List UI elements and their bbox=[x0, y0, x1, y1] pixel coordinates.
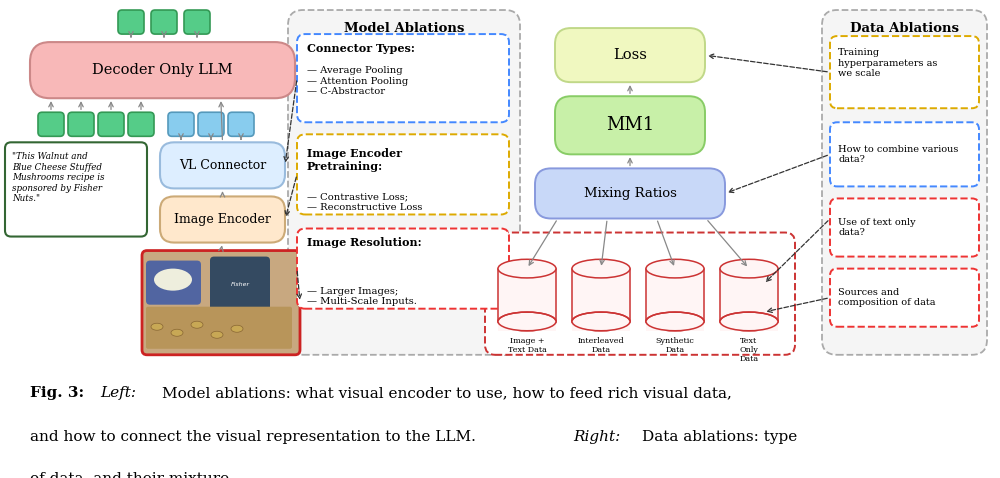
Ellipse shape bbox=[572, 312, 630, 331]
FancyBboxPatch shape bbox=[30, 42, 295, 98]
Ellipse shape bbox=[154, 269, 192, 291]
FancyBboxPatch shape bbox=[38, 112, 64, 136]
Text: Right:: Right: bbox=[574, 430, 621, 444]
Text: Mixing Ratios: Mixing Ratios bbox=[584, 187, 676, 200]
Ellipse shape bbox=[646, 312, 704, 331]
FancyBboxPatch shape bbox=[555, 96, 705, 154]
FancyBboxPatch shape bbox=[151, 10, 177, 34]
Text: "This Walnut and
Blue Cheese Stuffed
Mushrooms recipe is
sponsored by Fisher
Nut: "This Walnut and Blue Cheese Stuffed Mus… bbox=[12, 152, 104, 203]
Text: Synthetic
Data: Synthetic Data bbox=[656, 337, 694, 354]
FancyBboxPatch shape bbox=[160, 142, 285, 188]
Text: — Larger Images;
— Multi-Scale Inputs.: — Larger Images; — Multi-Scale Inputs. bbox=[307, 287, 417, 306]
FancyBboxPatch shape bbox=[168, 112, 194, 136]
Ellipse shape bbox=[191, 321, 203, 328]
FancyBboxPatch shape bbox=[288, 10, 520, 355]
Ellipse shape bbox=[171, 329, 183, 336]
FancyBboxPatch shape bbox=[830, 122, 979, 186]
Ellipse shape bbox=[720, 312, 778, 331]
Text: — Contrastive Loss;
— Reconstructive Loss: — Contrastive Loss; — Reconstructive Los… bbox=[307, 193, 422, 212]
FancyBboxPatch shape bbox=[146, 307, 292, 349]
FancyBboxPatch shape bbox=[146, 261, 201, 304]
Text: Model ablations: what visual encoder to use, how to feed rich visual data,: Model ablations: what visual encoder to … bbox=[162, 386, 732, 400]
Polygon shape bbox=[572, 269, 630, 321]
Text: Sources and
composition of data: Sources and composition of data bbox=[838, 288, 936, 307]
FancyBboxPatch shape bbox=[297, 134, 509, 215]
FancyBboxPatch shape bbox=[128, 112, 154, 136]
FancyBboxPatch shape bbox=[198, 112, 224, 136]
Ellipse shape bbox=[720, 259, 778, 278]
Text: Image Encoder
Pretraining:: Image Encoder Pretraining: bbox=[307, 148, 402, 172]
FancyBboxPatch shape bbox=[98, 112, 124, 136]
Ellipse shape bbox=[498, 259, 556, 278]
Text: Fig. 3:: Fig. 3: bbox=[30, 386, 84, 400]
Polygon shape bbox=[646, 269, 704, 321]
Text: How to combine various
data?: How to combine various data? bbox=[838, 145, 958, 164]
FancyBboxPatch shape bbox=[535, 168, 725, 218]
FancyBboxPatch shape bbox=[5, 142, 147, 237]
Text: Interleaved
Data: Interleaved Data bbox=[578, 337, 624, 354]
Text: MM1: MM1 bbox=[606, 116, 654, 134]
Text: Image Resolution:: Image Resolution: bbox=[307, 237, 422, 248]
Polygon shape bbox=[498, 269, 556, 321]
FancyBboxPatch shape bbox=[822, 10, 987, 355]
FancyBboxPatch shape bbox=[68, 112, 94, 136]
Ellipse shape bbox=[211, 331, 223, 338]
Polygon shape bbox=[720, 321, 778, 331]
Text: Fisher: Fisher bbox=[230, 282, 250, 287]
Text: Model Ablations: Model Ablations bbox=[344, 22, 464, 34]
Ellipse shape bbox=[646, 259, 704, 278]
Polygon shape bbox=[572, 321, 630, 331]
FancyBboxPatch shape bbox=[555, 28, 705, 82]
Polygon shape bbox=[498, 321, 556, 331]
Text: — Average Pooling
— Attention Pooling
— C-Abstractor: — Average Pooling — Attention Pooling — … bbox=[307, 66, 408, 96]
Ellipse shape bbox=[151, 323, 163, 330]
FancyBboxPatch shape bbox=[184, 10, 210, 34]
Text: Loss: Loss bbox=[613, 48, 647, 62]
FancyBboxPatch shape bbox=[297, 228, 509, 309]
Text: Training
hyperparameters as
we scale: Training hyperparameters as we scale bbox=[838, 48, 937, 78]
Text: Text
Only
Data: Text Only Data bbox=[739, 337, 759, 363]
Polygon shape bbox=[646, 321, 704, 331]
FancyBboxPatch shape bbox=[210, 257, 270, 315]
Text: Left:: Left: bbox=[100, 386, 136, 400]
Text: of data, and their mixture.: of data, and their mixture. bbox=[30, 471, 234, 478]
FancyBboxPatch shape bbox=[297, 34, 509, 122]
FancyBboxPatch shape bbox=[485, 232, 795, 355]
FancyBboxPatch shape bbox=[830, 269, 979, 327]
FancyBboxPatch shape bbox=[830, 36, 979, 108]
Text: Connector Types:: Connector Types: bbox=[307, 43, 415, 54]
Text: Image +
Text Data: Image + Text Data bbox=[508, 337, 546, 354]
Ellipse shape bbox=[231, 325, 243, 332]
Ellipse shape bbox=[572, 259, 630, 278]
Text: Use of text only
data?: Use of text only data? bbox=[838, 218, 916, 237]
Polygon shape bbox=[720, 269, 778, 321]
FancyBboxPatch shape bbox=[830, 198, 979, 257]
Text: VL Connector: VL Connector bbox=[179, 159, 266, 172]
Text: Decoder Only LLM: Decoder Only LLM bbox=[92, 63, 233, 77]
FancyBboxPatch shape bbox=[160, 196, 285, 242]
Text: Data ablations: type: Data ablations: type bbox=[642, 430, 798, 444]
Text: Data Ablations: Data Ablations bbox=[850, 22, 959, 34]
FancyBboxPatch shape bbox=[142, 250, 300, 355]
FancyBboxPatch shape bbox=[228, 112, 254, 136]
Ellipse shape bbox=[498, 312, 556, 331]
Text: Image Encoder: Image Encoder bbox=[174, 213, 271, 226]
FancyBboxPatch shape bbox=[118, 10, 144, 34]
Text: and how to connect the visual representation to the LLM.: and how to connect the visual representa… bbox=[30, 430, 476, 444]
